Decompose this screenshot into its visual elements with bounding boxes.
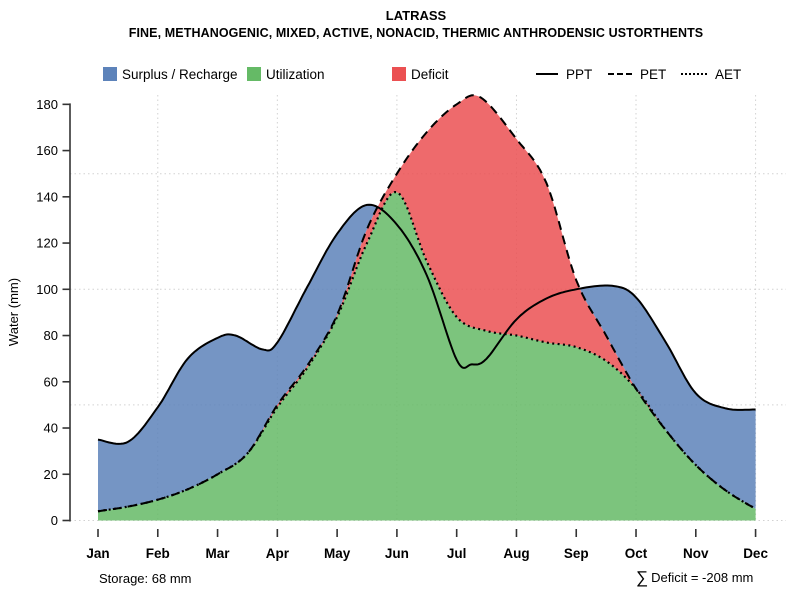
chart-subtitle: FINE, METHANOGENIC, MIXED, ACTIVE, NONAC… [128, 26, 704, 40]
storage-annotation: Storage: 68 mm [99, 571, 192, 586]
legend-item-utilization: Utilization [247, 66, 325, 82]
svg-text:Oct: Oct [625, 546, 648, 561]
svg-text:Aug: Aug [503, 546, 529, 561]
svg-text:120: 120 [36, 236, 58, 251]
svg-text:180: 180 [36, 97, 58, 112]
svg-text:140: 140 [36, 189, 58, 204]
svg-text:Feb: Feb [146, 546, 170, 561]
deficit-swatch-icon [392, 67, 406, 81]
svg-text:Jul: Jul [447, 546, 467, 561]
legend-item-surplus: Surplus / Recharge [103, 66, 238, 82]
utilization-swatch-icon [247, 67, 261, 81]
svg-text:80: 80 [44, 328, 58, 343]
svg-text:Apr: Apr [266, 546, 290, 561]
svg-text:160: 160 [36, 143, 58, 158]
legend-item-ppt: PPT [536, 66, 592, 82]
svg-text:0: 0 [51, 513, 58, 528]
svg-text:May: May [324, 546, 351, 561]
svg-text:Jun: Jun [385, 546, 409, 561]
legend-label-ppt: PPT [566, 66, 593, 82]
sigma-icon: ∑ [636, 568, 649, 587]
svg-text:Nov: Nov [683, 546, 709, 561]
legend-item-deficit: Deficit [392, 66, 449, 82]
svg-text:100: 100 [36, 282, 58, 297]
dotted-line-icon [681, 73, 707, 75]
svg-text:Dec: Dec [743, 546, 768, 561]
deficit-sum-text: Deficit = -208 mm [651, 570, 754, 585]
legend-label-surplus: Surplus / Recharge [122, 66, 238, 82]
svg-text:60: 60 [44, 374, 58, 389]
surplus-swatch-icon [103, 67, 117, 81]
svg-text:Jan: Jan [86, 546, 109, 561]
chart-title: LATRASS [385, 8, 447, 23]
legend-label-pet: PET [640, 66, 667, 82]
y-axis-label: Water (mm) [6, 278, 21, 346]
dashed-line-icon [608, 73, 632, 75]
legend-item-aet: AET [681, 66, 741, 82]
svg-text:40: 40 [44, 421, 58, 436]
svg-text:20: 20 [44, 467, 58, 482]
svg-text:Sep: Sep [564, 546, 589, 561]
solid-line-icon [536, 73, 558, 75]
legend-item-pet: PET [608, 66, 666, 82]
legend-label-deficit: Deficit [411, 66, 449, 82]
deficit-sum-annotation: ∑ Deficit = -208 mm [636, 567, 753, 587]
svg-text:Mar: Mar [206, 546, 231, 561]
legend-label-aet: AET [715, 66, 742, 82]
legend-label-utilization: Utilization [266, 66, 325, 82]
